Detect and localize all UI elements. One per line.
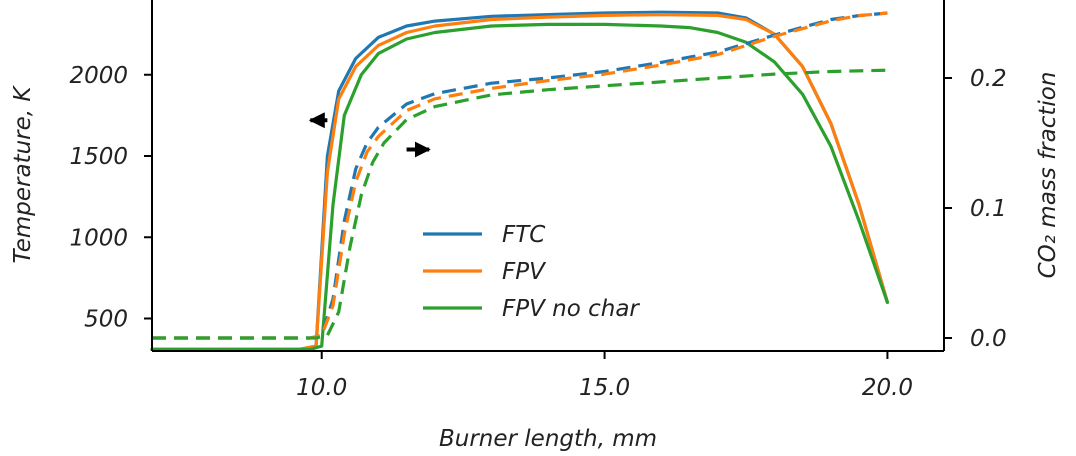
series-line-fpv-no-char-co2: [152, 68, 888, 340]
x-ticks: 10.0 15.0 20.0: [296, 351, 913, 401]
annotations: [308, 112, 431, 158]
y-left-tick-label: 500: [84, 307, 128, 333]
y-left-tick-label: 1500: [69, 144, 128, 170]
y-left-ticks: 500 1000 1500 2000: [69, 63, 152, 333]
y-left-tick-label: 2000: [69, 63, 128, 89]
legend-label-fpv: FPV: [502, 259, 547, 285]
series-line-fpv-no-char: [150, 22, 890, 351]
plot-frame: [151, 0, 945, 352]
plot-lines: [150, 10, 890, 351]
legend: FTC FPV FPV no char: [423, 222, 640, 322]
x-tick-label: 20.0: [862, 375, 913, 401]
legend-label-ftc: FTC: [502, 222, 545, 248]
y-right-tick-label: 0.0: [970, 326, 1007, 352]
y-left-axis-label: Temperature, K: [10, 85, 36, 264]
x-tick-label: 10.0: [296, 375, 347, 401]
y-right-ticks: 0.0 0.1 0.2: [944, 66, 1007, 352]
y-right-tick-label: 0.2: [970, 66, 1007, 92]
x-axis-label: Burner length, mm: [439, 426, 657, 452]
series-line-ftc-co2: [152, 11, 888, 340]
y-right-axis-label: CO₂ mass fraction: [1035, 72, 1061, 279]
y-right-tick-label: 0.1: [970, 196, 1007, 222]
series-line-fpv: [150, 13, 890, 351]
x-tick-label: 15.0: [579, 375, 630, 401]
y-left-tick-label: 1000: [69, 225, 128, 251]
legend-label-fpv-no-char: FPV no char: [502, 296, 640, 322]
series-line-fpv-co2: [152, 11, 888, 340]
